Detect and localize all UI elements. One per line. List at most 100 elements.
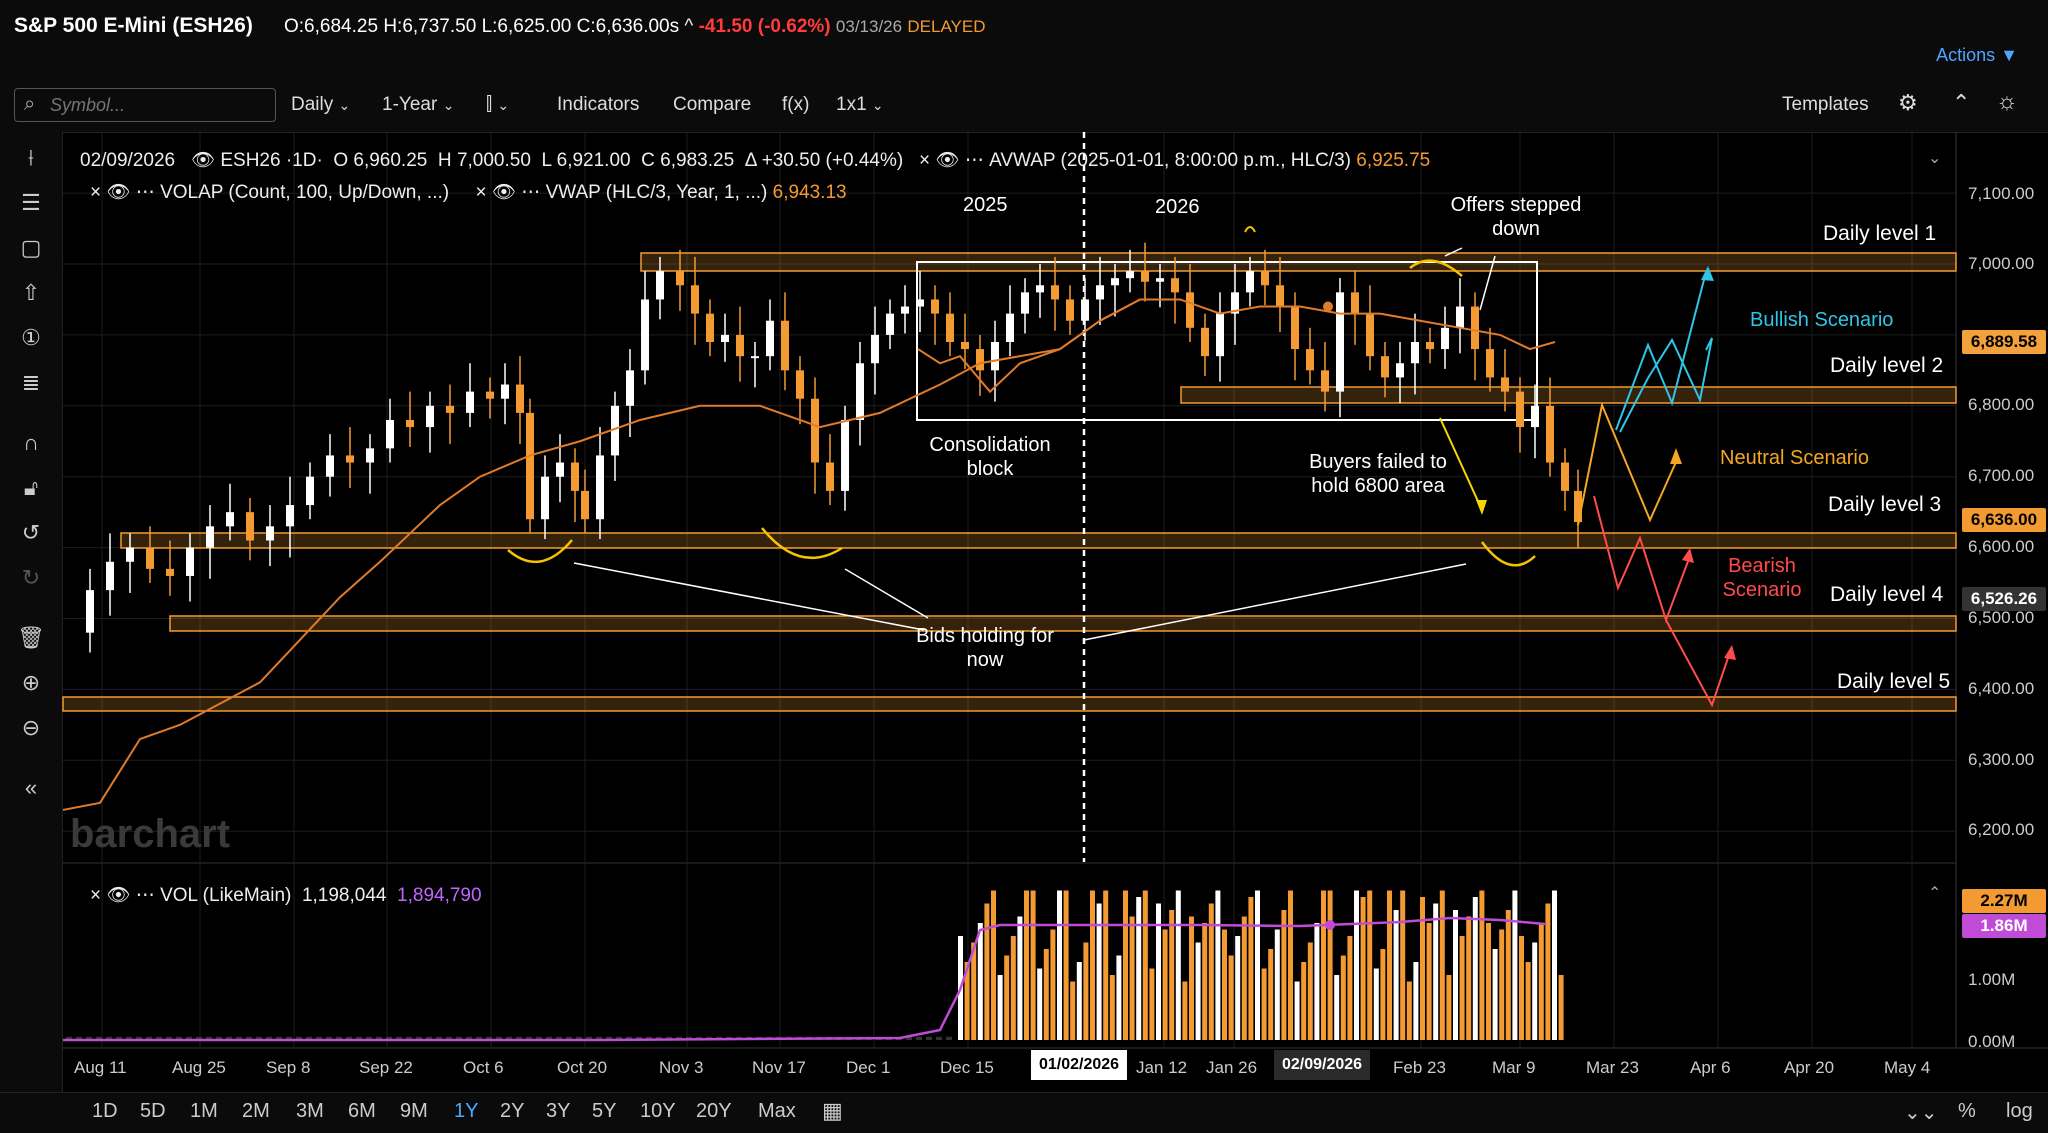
more-icon[interactable]: ⋯ [964,150,984,171]
volume-bar [1096,903,1102,1040]
candle-body [946,313,954,342]
range-button-5d[interactable]: 5D [140,1100,166,1122]
main-legend: 02/09/2026 👁︎ ESH26 ·1D· O 6,960.25 H 7,… [80,148,1430,172]
volume-bar [1334,975,1340,1040]
volume-bar [396,1036,402,1040]
candle-body [1456,306,1464,328]
theme-sun-icon[interactable]: ☼ [1996,88,2018,115]
more-icon[interactable]: ⋯ [135,885,155,906]
zoom-out-icon[interactable]: ⊖ [21,715,41,740]
candle-body [226,512,234,527]
volume-average-tag: 1.86M [1962,914,2046,938]
eye-icon[interactable]: 👁︎ [190,150,216,171]
date-tick: Oct 6 [463,1058,504,1077]
range-button-20y[interactable]: 20Y [696,1100,732,1122]
range-button-2y[interactable]: 2Y [500,1100,525,1122]
range-button-10y[interactable]: 10Y [640,1100,676,1122]
collapse-up-icon[interactable]: ⌃ [1952,90,1971,115]
gear-icon[interactable]: ⚙ [1898,90,1918,115]
close-icon[interactable]: × [90,182,102,203]
range-button-5y[interactable]: 5Y [592,1100,617,1122]
compare-button[interactable]: Compare [673,94,752,115]
indicators-button[interactable]: Indicators [557,94,640,115]
more-icon[interactable]: ⋯ [135,182,155,203]
legend-vwap-label: VWAP (HLC/3, Year, 1, ...) [545,182,768,203]
arrow-tool-icon[interactable]: ⇧ [21,280,41,305]
volume-bar [546,1036,552,1040]
legend-h-label: H [437,150,452,171]
collapse-sidebar-icon[interactable]: « [24,775,38,800]
eye-icon[interactable]: 👁︎ [935,150,960,171]
range-button-3y[interactable]: 3Y [546,1100,571,1122]
candle-body [841,419,849,491]
layout-dropdown[interactable]: 1x1 ⌄ [836,94,884,116]
close-icon[interactable]: × [919,150,931,171]
actions-menu[interactable]: Actions ▼ [1936,45,2018,66]
volume-bar [616,1036,622,1040]
lock-icon[interactable]: 🔓︎ [23,475,39,500]
volume-bar [246,1036,252,1040]
legend-date: 02/09/2026 [80,150,176,171]
volume-bar [336,1036,342,1040]
templates-button[interactable]: Templates [1782,94,1869,115]
range-button-2m[interactable]: 2M [242,1100,270,1122]
range-button-6m[interactable]: 6M [348,1100,376,1122]
volume-pane-collapse-icon[interactable]: ⌃ [1928,885,1942,902]
double-chevron-down-icon[interactable]: ⌄⌄ [1904,1102,1938,1124]
candle-body [991,341,999,371]
chart-type-dropdown[interactable]: ⫿ ⌄ [486,94,509,116]
volume-bar [416,1036,422,1040]
close-icon[interactable]: × [90,885,102,906]
volume-bar [526,1036,532,1040]
range-dropdown[interactable]: 1-Year ⌄ [382,94,454,116]
date-tick: Sep 22 [359,1058,413,1077]
volume-bar [1083,942,1089,1040]
zoom-in-icon[interactable]: ⊕ [21,670,41,695]
numbered-marker-icon[interactable]: ① [21,325,41,350]
legend-open: 6,960.25 [353,150,428,171]
indicator-legend: × 👁︎ ⋯ VOLAP (Count, 100, Up/Down, ...) … [90,180,847,204]
magnet-icon[interactable]: ∩ [23,430,39,455]
volume-bar [1261,968,1267,1040]
shapes-tool-icon[interactable]: ▢ [20,235,42,260]
eye-icon[interactable]: 👁︎ [491,182,517,203]
percent-toggle[interactable]: % [1958,1100,1976,1122]
symbol-input[interactable] [48,90,272,120]
more-icon[interactable]: ⋯ [521,182,541,203]
range-button-1y[interactable]: 1Y [454,1100,479,1122]
range-button-1d[interactable]: 1D [92,1100,118,1122]
symbol-search[interactable]: ⌕ [14,88,276,122]
volume-bar [1043,949,1049,1040]
buyers-line-2: hold 6800 area [1311,475,1445,497]
candle-body [1246,271,1254,293]
bullish-scenario-label: Bullish Scenario [1750,309,1894,331]
log-toggle[interactable]: log [2006,1100,2033,1122]
volume-bar [977,923,983,1040]
range-button-1m[interactable]: 1M [190,1100,218,1122]
candle-body [1036,285,1044,293]
trash-icon[interactable]: 🗑︎ [17,625,45,650]
year-2025-label: 2025 [963,194,1008,216]
fx-button[interactable]: f(x) [782,94,810,115]
eye-icon[interactable]: 👁︎ [106,182,131,203]
volume-bar [156,1036,162,1040]
legend-collapse-icon[interactable]: ⌄ [1928,150,1942,167]
volume-bar [306,1036,312,1040]
candle-body [1441,327,1449,350]
redo-icon[interactable]: ↻ [21,565,41,590]
close-icon[interactable]: × [475,182,487,203]
range-button-max[interactable]: Max [758,1100,796,1122]
trend-lines-tool-icon[interactable]: ☰ [21,190,41,215]
undo-icon[interactable]: ↺ [21,520,41,545]
candlesticks [86,242,1582,653]
crosshair-tool-icon[interactable]: ⟊ [28,145,34,170]
eye-icon[interactable]: 👁︎ [106,885,131,906]
volume-bar [596,1036,602,1040]
interval-dropdown[interactable]: Daily ⌄ [291,94,350,116]
fibonacci-tool-icon[interactable]: ≣ [21,370,41,395]
range-button-9m[interactable]: 9M [400,1100,428,1122]
quote-open: O:6,684.25 [284,16,379,37]
range-button-3m[interactable]: 3M [296,1100,324,1122]
calendar-icon[interactable]: ▦ [822,1098,843,1123]
